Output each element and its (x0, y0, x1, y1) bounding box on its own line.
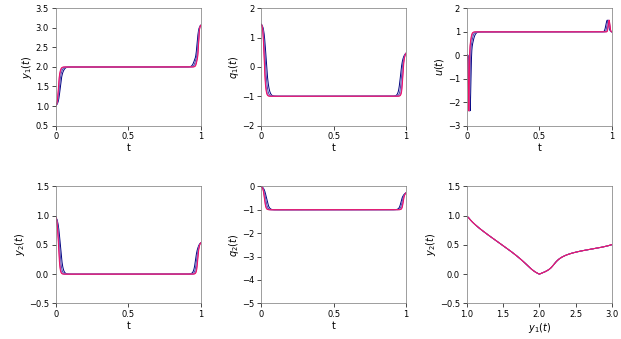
X-axis label: t: t (332, 321, 336, 331)
Y-axis label: $y_2(t)$: $y_2(t)$ (14, 233, 27, 257)
X-axis label: t: t (126, 143, 130, 153)
X-axis label: t: t (537, 143, 542, 153)
Y-axis label: $q_2(t)$: $q_2(t)$ (227, 233, 241, 257)
X-axis label: t: t (332, 143, 336, 153)
X-axis label: $y_1(t)$: $y_1(t)$ (528, 321, 551, 335)
Y-axis label: $y_1(t)$: $y_1(t)$ (20, 55, 34, 79)
Y-axis label: $y_2(t)$: $y_2(t)$ (425, 233, 438, 257)
Y-axis label: $u(t)$: $u(t)$ (433, 58, 446, 76)
X-axis label: t: t (126, 321, 130, 331)
Y-axis label: $q_1(t)$: $q_1(t)$ (227, 55, 241, 79)
